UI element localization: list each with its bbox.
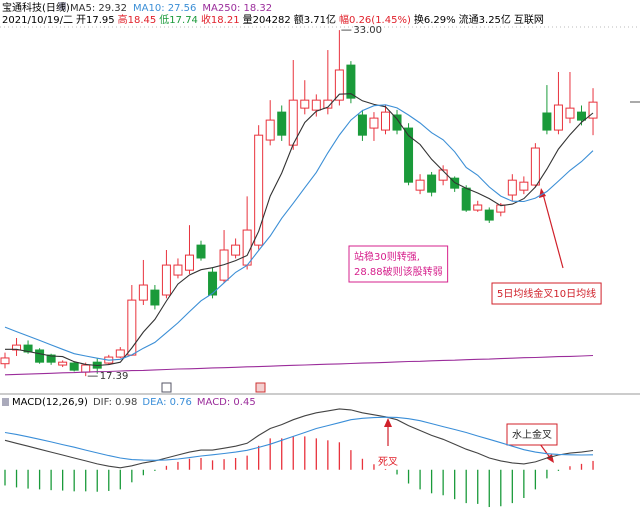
- candle-body: [184, 254, 194, 271]
- candle-body: [150, 289, 160, 306]
- candle-body: [300, 99, 310, 109]
- candle-body: [346, 64, 356, 99]
- candle-body: [81, 364, 91, 373]
- info-item: 幅0.26(1.45%): [339, 13, 411, 26]
- note-text: 死叉: [378, 456, 398, 468]
- candle-body: [196, 244, 206, 259]
- candle-body: [496, 204, 506, 213]
- candle-body: [0, 357, 10, 365]
- candle-body: [565, 107, 575, 119]
- info-item: 额3.71亿: [294, 13, 336, 26]
- candle-body: [357, 114, 367, 136]
- candle-body: [334, 69, 344, 101]
- candle-body: [392, 114, 402, 131]
- note-text: 水上金叉: [512, 428, 552, 441]
- note-text: 28.88破则该股转弱: [354, 265, 443, 278]
- candle-body: [380, 111, 390, 131]
- macd-title: MACD(12,26,9): [12, 397, 88, 408]
- stock-name: 宝通科技(日线): [2, 1, 70, 14]
- candle-body: [265, 119, 275, 141]
- candle-body: [427, 174, 437, 193]
- icon: [2, 398, 9, 406]
- arrow-head: [384, 418, 392, 427]
- annotation: 33.00: [353, 25, 382, 36]
- ma-line: [5, 93, 594, 367]
- candle-body: [577, 111, 586, 121]
- candle-body: [242, 229, 252, 266]
- candle-body: [473, 204, 483, 211]
- candle-body: [588, 101, 598, 119]
- info-item: 互联网: [514, 14, 544, 26]
- candle-body: [542, 112, 552, 131]
- arrow: [542, 193, 564, 269]
- candle-body: [311, 99, 321, 111]
- candle-body: [484, 209, 494, 221]
- info-item: 低17.74: [159, 13, 198, 26]
- ma-line: [4, 354, 594, 376]
- info-item: 换6.29%: [414, 13, 456, 26]
- candle-body: [553, 104, 563, 131]
- candle-body: [138, 284, 148, 301]
- icon: [255, 382, 266, 393]
- candle-body: [530, 147, 540, 186]
- candle-body: [231, 244, 241, 256]
- legend-entry: MA5: 29.32: [70, 3, 127, 14]
- note-box: [506, 423, 558, 446]
- candle-body: [46, 354, 56, 363]
- candle-body: [323, 99, 333, 109]
- candle-body: [519, 181, 529, 191]
- info-item: 2021/10/19/二: [2, 15, 73, 26]
- macd-line: [4, 416, 594, 461]
- candle-body: [58, 361, 68, 366]
- macd-legend: MACD: 0.45: [197, 397, 256, 408]
- ma-line: [4, 104, 594, 361]
- candle-body: [12, 344, 22, 351]
- candle-body: [277, 111, 287, 136]
- info-item: 开17.95: [76, 15, 115, 26]
- info-item: 高18.45: [118, 13, 157, 26]
- info-item: 量204282: [243, 14, 291, 26]
- candle-body: [507, 179, 517, 196]
- annotation: 17.39: [100, 371, 129, 382]
- note-box: [348, 245, 449, 283]
- candle-body: [69, 362, 79, 371]
- candle-body: [461, 187, 471, 211]
- info-item: 收18.21: [201, 13, 240, 26]
- candle-body: [369, 117, 379, 129]
- candle-body: [208, 271, 218, 296]
- icon: [59, 2, 66, 10]
- info-item: 流通3.25亿: [459, 13, 511, 26]
- icon: [161, 382, 172, 393]
- candle-body: [35, 349, 45, 363]
- note-text: 5日均线金叉10日均线: [497, 287, 596, 300]
- candle-body: [415, 179, 425, 191]
- macd-legend: DIF: 0.98: [93, 397, 137, 408]
- note-text: 站稳30则转强,: [354, 250, 420, 263]
- note-box: [491, 282, 602, 305]
- candle-body: [404, 127, 414, 183]
- candle-body: [254, 134, 264, 246]
- macd-legend: DEA: 0.76: [142, 397, 192, 408]
- candle-body: [115, 349, 125, 358]
- candle-body: [161, 264, 171, 296]
- legend-entry: MA250: 18.32: [202, 3, 272, 14]
- candle-body: [127, 299, 137, 356]
- legend-entry: MA10: 27.56: [133, 3, 196, 14]
- macd-line: [4, 408, 594, 469]
- candle-body: [173, 264, 183, 276]
